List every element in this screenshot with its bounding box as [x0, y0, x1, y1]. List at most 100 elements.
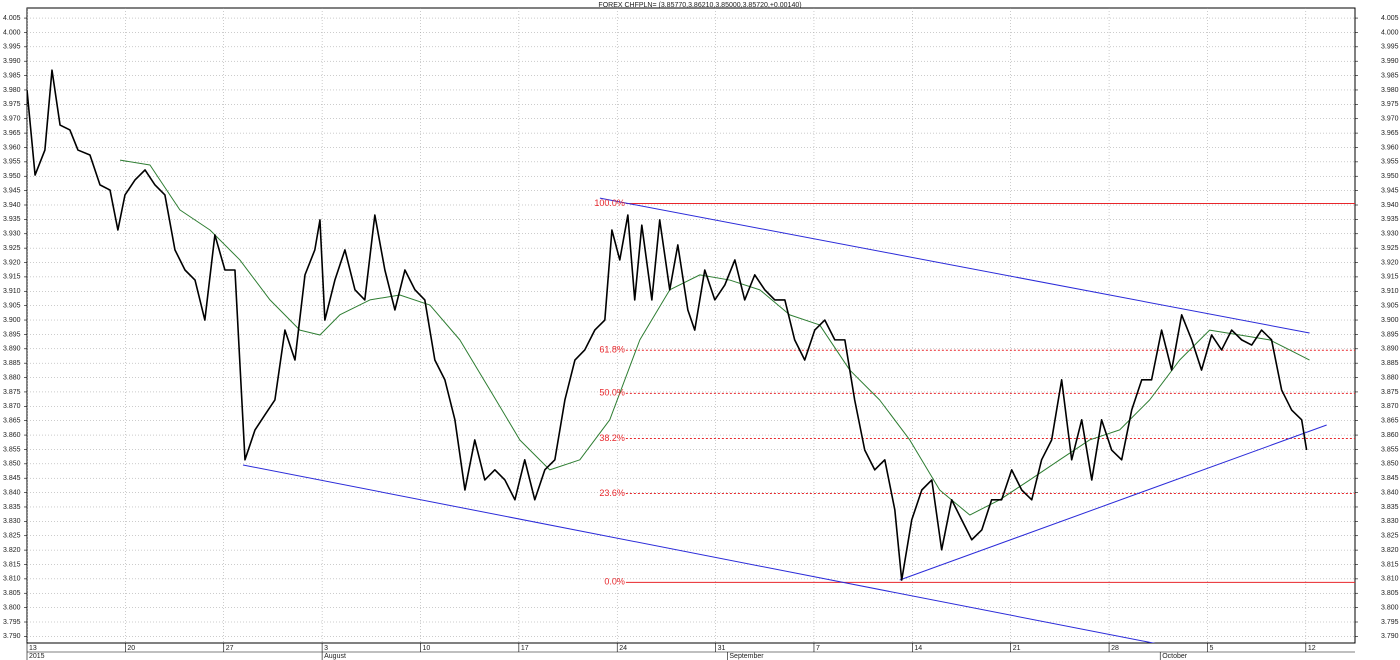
x-tick-label: 5 — [1209, 645, 1213, 652]
y-tick-label: 3.990 — [3, 58, 21, 65]
y2-tick-label: 3.840 — [1381, 489, 1399, 496]
chart-title: FOREX CHFPLN= (3.85770,3.86210,3.85000,3… — [598, 2, 801, 9]
y-tick-label: 3.800 — [3, 604, 21, 611]
trend-line — [899, 424, 1327, 581]
y2-tick-label: 3.805 — [1381, 590, 1399, 597]
y2-tick-label: 3.815 — [1381, 561, 1399, 568]
y-tick-label: 3.980 — [3, 87, 21, 94]
y-tick-label: 3.925 — [3, 245, 21, 252]
y-tick-label: 3.860 — [3, 432, 21, 439]
y2-tick-label: 3.800 — [1381, 604, 1399, 611]
y2-tick-label: 3.790 — [1381, 633, 1399, 640]
y2-tick-label: 3.870 — [1381, 403, 1399, 410]
y2-tick-label: 3.960 — [1381, 144, 1399, 151]
y-tick-label: 3.865 — [3, 418, 21, 425]
y-tick-label: 3.850 — [3, 461, 21, 468]
y-tick-label: 3.935 — [3, 216, 21, 223]
x-month-label: September — [729, 653, 764, 660]
y2-tick-label: 3.965 — [1381, 130, 1399, 137]
y-tick-label: 4.000 — [3, 29, 21, 36]
y-tick-label: 3.965 — [3, 130, 21, 137]
y2-tick-label: 3.920 — [1381, 259, 1399, 266]
trend-line — [599, 197, 1310, 334]
y2-tick-label: 3.985 — [1381, 72, 1399, 79]
y2-tick-label: 3.860 — [1381, 432, 1399, 439]
x-tick-label: 31 — [718, 645, 726, 652]
y-tick-label: 3.890 — [3, 346, 21, 353]
x-tick-label: 20 — [127, 645, 135, 652]
y2-tick-label: 4.005 — [1381, 15, 1399, 22]
y2-tick-label: 3.835 — [1381, 504, 1399, 511]
y2-tick-label: 3.865 — [1381, 418, 1399, 425]
y2-tick-label: 3.830 — [1381, 518, 1399, 525]
y-tick-label: 3.835 — [3, 504, 21, 511]
y2-tick-label: 3.910 — [1381, 288, 1399, 295]
fib-label: 38.2% — [599, 433, 625, 443]
y2-tick-label: 3.810 — [1381, 576, 1399, 583]
y2-tick-label: 3.995 — [1381, 44, 1399, 51]
y2-tick-label: 3.900 — [1381, 317, 1399, 324]
y-tick-label: 3.855 — [3, 446, 21, 453]
y-tick-label: 3.845 — [3, 475, 21, 482]
y2-tick-label: 3.975 — [1381, 101, 1399, 108]
y-tick-label: 3.820 — [3, 547, 21, 554]
series-line — [119, 159, 1310, 516]
y2-tick-label: 3.820 — [1381, 547, 1399, 554]
y-tick-label: 4.005 — [3, 15, 21, 22]
y-tick-label: 3.970 — [3, 116, 21, 123]
fib-label: 100.0% — [594, 198, 625, 208]
y2-tick-label: 3.855 — [1381, 446, 1399, 453]
x-month-label: August — [324, 653, 346, 660]
x-tick-label: 21 — [1013, 645, 1021, 652]
fib-label: 50.0% — [599, 388, 625, 398]
y-tick-label: 3.830 — [3, 518, 21, 525]
y2-tick-label: 3.850 — [1381, 461, 1399, 468]
x-tick-label: 17 — [521, 645, 529, 652]
y-tick-label: 3.920 — [3, 259, 21, 266]
x-tick-label: 10 — [422, 645, 430, 652]
y-tick-label: 3.815 — [3, 561, 21, 568]
y2-tick-label: 3.825 — [1381, 533, 1399, 540]
x-month-label: October — [1162, 653, 1188, 660]
y-tick-label: 3.810 — [3, 576, 21, 583]
x-tick-label: 13 — [29, 645, 37, 652]
y2-tick-label: 3.890 — [1381, 346, 1399, 353]
y2-tick-label: 3.885 — [1381, 360, 1399, 367]
y2-tick-label: 3.940 — [1381, 202, 1399, 209]
plot-frame — [26, 7, 1356, 644]
y2-tick-label: 3.930 — [1381, 231, 1399, 238]
y2-tick-label: 3.880 — [1381, 374, 1399, 381]
y-tick-label: 3.940 — [3, 202, 21, 209]
x-month-label: 2015 — [29, 653, 45, 660]
plot-area — [27, 8, 1355, 643]
y2-tick-label: 3.895 — [1381, 331, 1399, 338]
y-tick-label: 3.900 — [3, 317, 21, 324]
y-tick-label: 3.885 — [3, 360, 21, 367]
x-tick-label: 12 — [1308, 645, 1316, 652]
y-tick-label: 3.930 — [3, 231, 21, 238]
y-tick-label: 3.895 — [3, 331, 21, 338]
y2-tick-label: 3.845 — [1381, 475, 1399, 482]
y-tick-label: 3.910 — [3, 288, 21, 295]
fib-label: 0.0% — [604, 577, 625, 587]
y2-tick-label: 3.970 — [1381, 116, 1399, 123]
y-tick-label: 3.950 — [3, 173, 21, 180]
x-tick-label: 28 — [1111, 645, 1119, 652]
x-tick-label: 24 — [619, 645, 627, 652]
x-tick-label: 14 — [914, 645, 922, 652]
x-tick-label: 27 — [226, 645, 234, 652]
y-tick-label: 3.795 — [3, 619, 21, 626]
y2-tick-label: 3.955 — [1381, 159, 1399, 166]
y-tick-label: 3.825 — [3, 533, 21, 540]
y2-tick-label: 4.000 — [1381, 29, 1399, 36]
y-tick-label: 3.790 — [3, 633, 21, 640]
y2-tick-label: 3.925 — [1381, 245, 1399, 252]
y2-tick-label: 3.905 — [1381, 303, 1399, 310]
series-line — [27, 69, 1308, 581]
y2-tick-label: 3.990 — [1381, 58, 1399, 65]
y-tick-label: 3.960 — [3, 144, 21, 151]
y2-tick-label: 3.950 — [1381, 173, 1399, 180]
y-tick-label: 3.840 — [3, 489, 21, 496]
y2-tick-label: 3.980 — [1381, 87, 1399, 94]
